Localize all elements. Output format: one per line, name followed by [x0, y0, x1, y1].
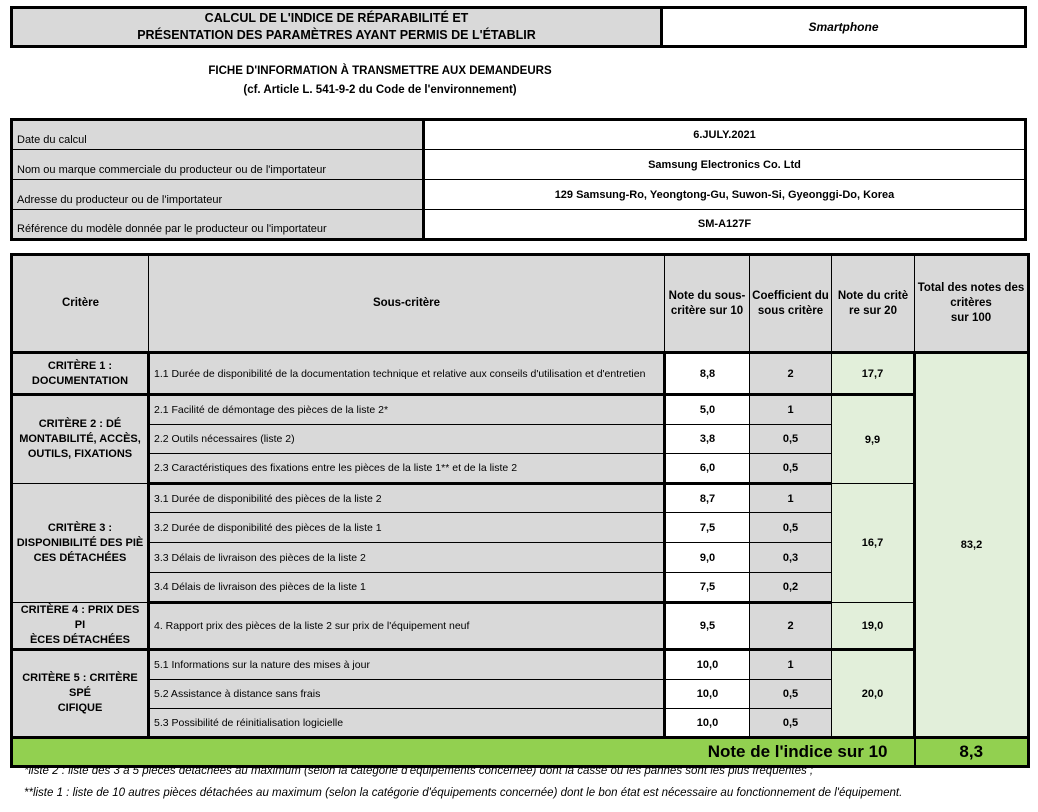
sub-criterion-cell: 4. Rapport prix des pièces de la liste 2… — [148, 602, 666, 651]
total-cell: 83,2 — [913, 352, 1030, 739]
note10-cell: 8,8 — [664, 352, 750, 396]
info-row: Nom ou marque commerciale du producteur … — [11, 149, 1026, 180]
footnote-liste2: *liste 2 : liste des 3 à 5 pièces détach… — [24, 765, 814, 777]
note10-cell: 9,5 — [664, 602, 750, 651]
info-label: Adresse du producteur ou de l'importateu… — [11, 179, 425, 210]
coefficient-cell: 0,5 — [749, 708, 832, 739]
table-row: 5.3 Possibilité de réinitialisation logi… — [12, 708, 1029, 739]
table-row: 3.3 Délais de livraison des pièces de la… — [12, 542, 1029, 573]
index-row: Note de l'indice sur 10 8,3 — [10, 736, 1030, 768]
sub-criterion-cell: 2.1 Facilité de démontage des pièces de … — [148, 394, 666, 425]
table-row: CRITÈRE 2 : DÉ MONTABILITÉ, ACCÈS, OUTIL… — [10, 394, 1029, 484]
sub-criterion-cell: 5.1 Informations sur la nature des mises… — [148, 649, 666, 680]
table-row: 2.3 Caractéristiques des fixations entre… — [12, 453, 1029, 485]
coefficient-cell: 0,2 — [749, 572, 832, 604]
sub-criterion-cell: 2.2 Outils nécessaires (liste 2) — [148, 424, 666, 454]
table-row: 2.2 Outils nécessaires (liste 2) 3,8 0,5 — [12, 424, 1029, 454]
index-label: Note de l'indice sur 10 — [10, 736, 916, 768]
sub-criterion-cell: 1.1 Durée de disponibilité de la documen… — [148, 352, 666, 396]
criterion-cell: CRITÈRE 4 : PRIX DES PI ÈCES DÉTACHÉES — [10, 602, 150, 651]
info-value: SM-A127F — [423, 209, 1026, 240]
info-label: Nom ou marque commerciale du producteur … — [11, 149, 425, 180]
sub-criterion-cell: 3.2 Durée de disponibilité des pièces de… — [148, 512, 666, 543]
col-header-total: Total des notes des critères sur 100 — [914, 253, 1030, 354]
criterion-cell: CRITÈRE 1 : DOCUMENTATION — [10, 352, 150, 396]
note10-cell: 10,0 — [664, 708, 750, 739]
sub-criterion-cell: 2.3 Caractéristiques des fixations entre… — [148, 453, 666, 485]
document-title: CALCUL DE L'INDICE DE RÉPARABILITÉ ET PR… — [13, 9, 663, 45]
table-row: 3.2 Durée de disponibilité des pièces de… — [12, 512, 1029, 543]
subtitle-line2: (cf. Article L. 541-9-2 du Code de l'env… — [243, 84, 517, 96]
table-row: CRITÈRE 3 : DISPONIBILITÉ DES PIÈ CES DÉ… — [10, 483, 1029, 603]
category-box: Smartphone — [663, 9, 1024, 45]
subtitle-line1: FICHE D'INFORMATION À TRANSMETTRE AUX DE… — [208, 65, 552, 77]
criteria-table: Critère Sous-critère Note du sous- critè… — [10, 253, 1030, 768]
col-header-note10: Note du sous- critère sur 10 — [664, 253, 750, 354]
subtitle: FICHE D'INFORMATION À TRANSMETTRE AUX DE… — [60, 62, 700, 100]
note10-cell: 3,8 — [664, 424, 750, 454]
table-row: CRITÈRE 5 : CRITÈRE SPÉ CIFIQUE 5.1 Info… — [10, 649, 1029, 738]
note10-cell: 6,0 — [664, 453, 750, 485]
note10-cell: 8,7 — [664, 483, 750, 513]
col-header-criterion: Critère — [10, 253, 149, 354]
info-value: Samsung Electronics Co. Ltd — [423, 149, 1026, 180]
info-value: 129 Samsung-Ro, Yeongtong-Gu, Suwon-Si, … — [423, 179, 1026, 210]
sub-criterion-cell: 3.1 Durée de disponibilité des pièces de… — [148, 483, 666, 513]
note20-cell: 17,7 — [831, 352, 916, 396]
coefficient-cell: 0,5 — [749, 424, 832, 454]
criterion-cell: CRITÈRE 5 : CRITÈRE SPÉ CIFIQUE — [10, 649, 150, 738]
index-value: 8,3 — [914, 736, 1030, 768]
category-label: Smartphone — [808, 20, 879, 34]
sub-criterion-cell: 3.4 Délais de livraison des pièces de la… — [148, 572, 666, 604]
coefficient-cell: 0,5 — [749, 453, 832, 485]
table-header-row: Critère Sous-critère Note du sous- critè… — [10, 253, 1030, 354]
coefficient-cell: 0,5 — [749, 679, 832, 709]
sub-criterion-cell: 3.3 Délais de livraison des pièces de la… — [148, 542, 666, 573]
table-row: 5.2 Assistance à distance sans frais 10,… — [12, 679, 1029, 709]
col-header-coefficient: Coefficient du sous critère — [749, 253, 832, 354]
coefficient-cell: 2 — [749, 602, 832, 651]
info-value: 6.JULY.2021 — [423, 119, 1026, 150]
coefficient-cell: 0,3 — [749, 542, 832, 573]
col-header-sub-criterion: Sous-critère — [148, 253, 665, 354]
table-row: CRITÈRE 4 : PRIX DES PI ÈCES DÉTACHÉES 4… — [10, 602, 1029, 651]
note10-cell: 10,0 — [664, 679, 750, 709]
note10-cell: 7,5 — [664, 572, 750, 604]
note10-cell: 7,5 — [664, 512, 750, 543]
coefficient-cell: 2 — [749, 352, 832, 396]
sub-criterion-cell: 5.3 Possibilité de réinitialisation logi… — [148, 708, 666, 739]
col-header-note20: Note du critè re sur 20 — [831, 253, 915, 354]
footnote-liste1: **liste 1 : liste de 10 autres pièces dé… — [24, 787, 903, 799]
sub-criterion-cell: 5.2 Assistance à distance sans frais — [148, 679, 666, 709]
table-row: 3.4 Délais de livraison des pièces de la… — [12, 572, 1029, 604]
coefficient-cell: 1 — [749, 649, 832, 680]
document-header: CALCUL DE L'INDICE DE RÉPARABILITÉ ET PR… — [10, 6, 1027, 48]
info-label: Référence du modèle donnée par le produc… — [11, 209, 425, 240]
coefficient-cell: 1 — [749, 394, 832, 425]
coefficient-cell: 0,5 — [749, 512, 832, 543]
table-row: CRITÈRE 1 : DOCUMENTATION 1.1 Durée de d… — [10, 352, 1030, 739]
info-row: Référence du modèle donnée par le produc… — [11, 209, 1026, 240]
note20-cell: 20,0 — [831, 649, 916, 738]
info-row: Adresse du producteur ou de l'importateu… — [11, 179, 1026, 210]
coefficient-cell: 1 — [749, 483, 832, 513]
note20-cell: 16,7 — [831, 483, 916, 603]
info-table: Date du calcul 6.JULY.2021 Nom ou marque… — [10, 118, 1027, 241]
info-label: Date du calcul — [11, 119, 425, 150]
info-row: Date du calcul 6.JULY.2021 — [11, 119, 1026, 150]
criterion-cell: CRITÈRE 2 : DÉ MONTABILITÉ, ACCÈS, OUTIL… — [10, 394, 150, 484]
note20-cell: 9,9 — [831, 394, 916, 484]
criterion-cell: CRITÈRE 3 : DISPONIBILITÉ DES PIÈ CES DÉ… — [10, 483, 150, 603]
note10-cell: 9,0 — [664, 542, 750, 573]
note10-cell: 10,0 — [664, 649, 750, 680]
note20-cell: 19,0 — [831, 602, 916, 651]
note10-cell: 5,0 — [664, 394, 750, 425]
